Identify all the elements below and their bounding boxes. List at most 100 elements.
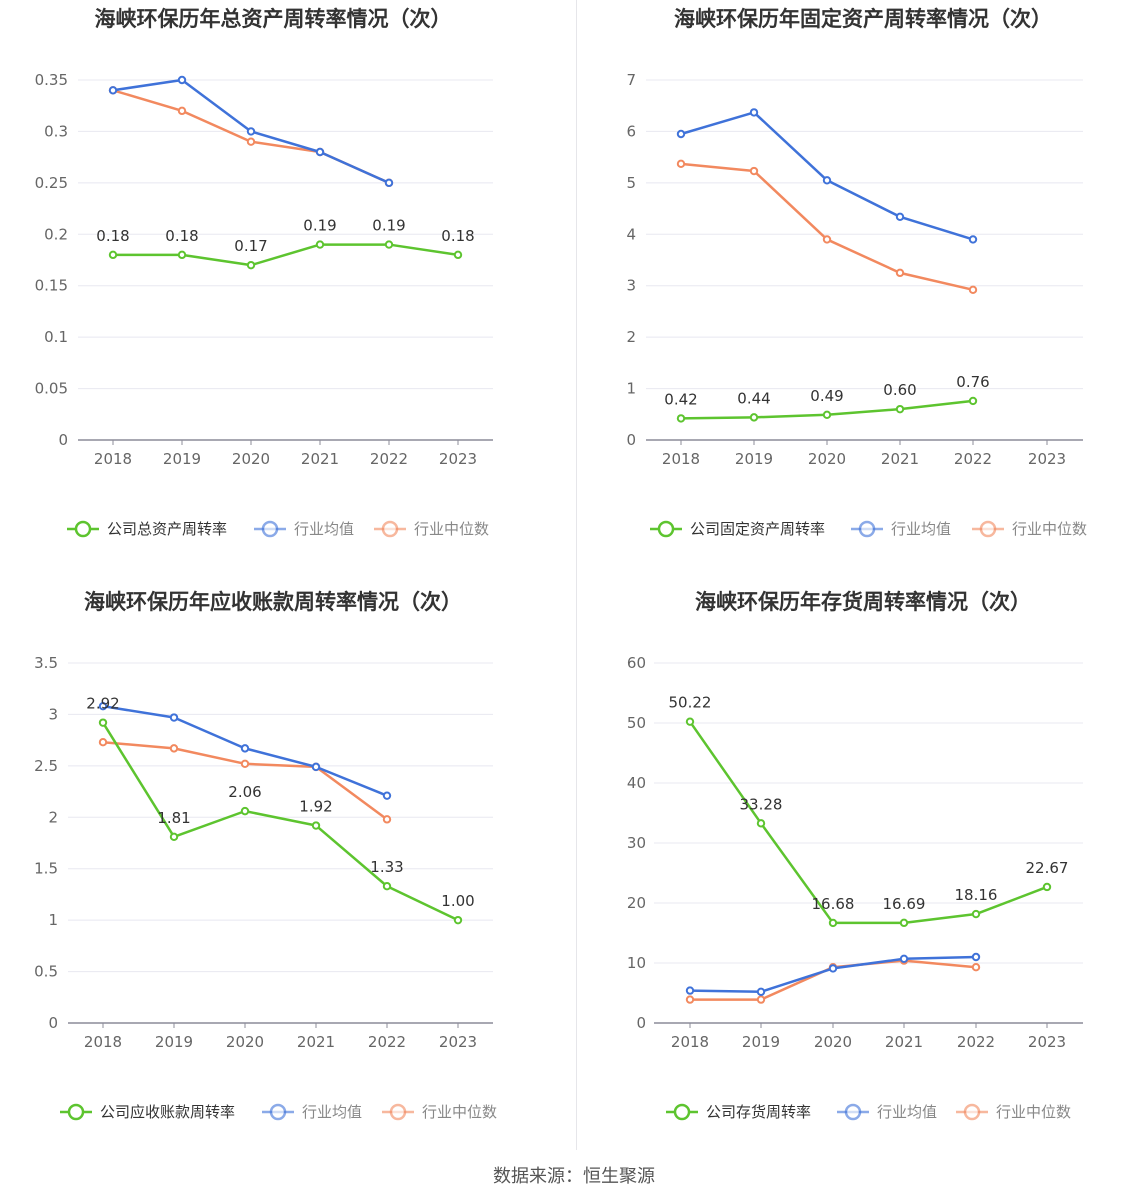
industry-average-series-point[interactable] — [246, 127, 256, 136]
company-series-point[interactable] — [1042, 882, 1052, 892]
x-tick-label: 2020 — [232, 450, 270, 468]
legend-item-industry-average-series[interactable]: 行业均值 — [254, 520, 354, 538]
legend-marker-icon — [858, 520, 876, 538]
legend-item-company-series[interactable]: 公司固定资产周转率 — [650, 520, 825, 538]
x-tick-label: 2022 — [370, 450, 408, 468]
industry-average-series-point[interactable] — [822, 176, 832, 185]
legend-marker-icon — [261, 520, 279, 538]
company-series-point[interactable] — [828, 918, 838, 928]
industry-median-series-point[interactable] — [169, 744, 179, 753]
industry-median-series-point[interactable] — [749, 166, 759, 176]
industry-average-series-point[interactable] — [895, 212, 905, 222]
company-series-point[interactable] — [895, 404, 905, 414]
data-label: 16.69 — [883, 895, 926, 913]
company-series-point[interactable] — [177, 250, 187, 260]
industry-average-series-point[interactable] — [98, 702, 108, 711]
industry-median-series-point[interactable] — [246, 137, 256, 146]
industry-average-series-point[interactable] — [169, 713, 179, 722]
industry-average-series-point[interactable] — [315, 147, 325, 157]
x-tick-label: 2019 — [742, 1033, 780, 1051]
legend-item-industry-median-series[interactable]: 行业中位数 — [382, 1103, 497, 1121]
company-series-point[interactable] — [311, 821, 321, 830]
industry-median-series-point[interactable] — [968, 285, 978, 295]
industry-average-series-point[interactable] — [749, 108, 759, 117]
y-tick-label: 0 — [636, 1014, 646, 1032]
legend-item-industry-average-series[interactable]: 行业均值 — [837, 1103, 937, 1121]
company-series-point[interactable] — [382, 882, 392, 891]
industry-average-series-point[interactable] — [108, 86, 118, 95]
industry-median-series-point[interactable] — [822, 235, 832, 244]
legend-item-industry-average-series[interactable]: 行业均值 — [851, 520, 951, 538]
company-series-point[interactable] — [108, 250, 118, 260]
industry-median-series-point[interactable] — [971, 963, 981, 972]
y-tick-label: 5 — [626, 174, 636, 192]
company-series-point[interactable] — [685, 717, 695, 726]
legend-item-industry-median-series[interactable]: 行业中位数 — [972, 520, 1087, 538]
legend-item-industry-median-series[interactable]: 行业中位数 — [956, 1103, 1071, 1121]
industry-average-series-point[interactable] — [756, 987, 766, 996]
company-series-point[interactable] — [453, 915, 463, 925]
company-series-point[interactable] — [453, 250, 463, 260]
y-tick-label: 10 — [627, 954, 646, 972]
legend-item-company-series[interactable]: 公司应收账款周转率 — [60, 1103, 235, 1121]
legend-item-company-series[interactable]: 公司总资产周转率 — [67, 520, 227, 538]
data-label: 0.18 — [165, 227, 198, 245]
industry-median-series-point[interactable] — [177, 106, 187, 116]
legend-marker-icon — [67, 1103, 85, 1121]
x-tick-label: 2019 — [155, 1033, 193, 1051]
industry-average-series-point[interactable] — [685, 986, 695, 995]
company-series-point[interactable] — [822, 410, 832, 419]
industry-average-series-point[interactable] — [968, 235, 978, 244]
legend-item-company-series[interactable]: 公司存货周转率 — [666, 1103, 811, 1121]
industry-median-series-point[interactable] — [676, 159, 686, 169]
x-tick-label: 2018 — [662, 450, 700, 468]
industry-average-series-point[interactable] — [311, 762, 321, 772]
company-series-point[interactable] — [749, 413, 759, 422]
company-series-point[interactable] — [384, 240, 394, 249]
legend-label: 行业均值 — [302, 1103, 362, 1121]
company-series-point[interactable] — [756, 819, 766, 828]
industry-average-series-point[interactable] — [240, 744, 250, 753]
data-label: 18.16 — [955, 886, 998, 904]
legend-label: 公司固定资产周转率 — [690, 520, 825, 538]
chart-title: 海峡环保历年应收账款周转率情况（次） — [84, 590, 462, 614]
industry-median-series-point[interactable] — [756, 995, 766, 1004]
x-tick-label: 2021 — [885, 1033, 923, 1051]
data-label: 1.81 — [157, 809, 190, 827]
industry-average-series-point[interactable] — [382, 791, 392, 800]
y-tick-label: 0.05 — [35, 380, 68, 398]
industry-median-series-point[interactable] — [685, 995, 695, 1004]
industry-median-series-point[interactable] — [895, 268, 905, 278]
legend-marker-icon — [269, 1103, 287, 1121]
industry-average-series-point[interactable] — [971, 952, 981, 962]
company-series-point[interactable] — [968, 396, 978, 406]
chart-panel-receivables-turnover: 海峡环保历年应收账款周转率情况（次） 0 0.5 1 1.5 2 2.5 3 3.5 2018 2… — [0, 583, 574, 1166]
chart-title: 海峡环保历年总资产周转率情况（次） — [95, 7, 452, 31]
industry-average-series-point[interactable] — [828, 964, 838, 973]
x-tick-label: 2022 — [368, 1033, 406, 1051]
industry-median-series-point[interactable] — [382, 815, 392, 824]
x-tick-label: 2023 — [439, 450, 477, 468]
industry-average-series-point[interactable] — [899, 954, 909, 963]
company-series-point[interactable] — [315, 240, 325, 249]
company-series-point[interactable] — [240, 806, 250, 816]
industry-average-series-point[interactable] — [177, 75, 187, 85]
industry-median-series-point[interactable] — [240, 759, 250, 768]
x-tick-label: 2018 — [671, 1033, 709, 1051]
data-label: 1.00 — [441, 892, 474, 910]
company-series-point[interactable] — [676, 414, 686, 423]
legend-item-industry-average-series[interactable]: 行业均值 — [262, 1103, 362, 1121]
industry-median-series-point[interactable] — [98, 738, 108, 747]
y-tick-label: 0.15 — [35, 277, 68, 295]
industry-average-series-point[interactable] — [384, 178, 394, 188]
company-series-point[interactable] — [971, 909, 981, 919]
company-series-point[interactable] — [98, 718, 108, 727]
company-series-point[interactable] — [246, 260, 256, 270]
legend-item-industry-median-series[interactable]: 行业中位数 — [374, 520, 489, 538]
y-tick-label: 1.5 — [34, 860, 58, 878]
company-series-point[interactable] — [899, 918, 909, 928]
y-tick-label: 6 — [626, 122, 636, 140]
industry-average-series-point[interactable] — [676, 129, 686, 139]
company-series-point[interactable] — [169, 832, 179, 842]
data-label: 50.22 — [669, 694, 712, 712]
